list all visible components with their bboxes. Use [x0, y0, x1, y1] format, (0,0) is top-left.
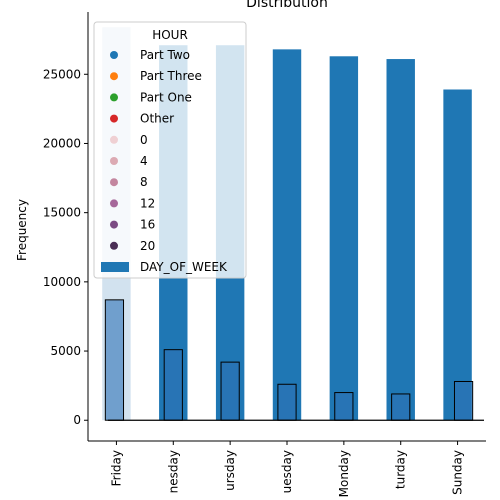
overlay-bar-thursday [220, 361, 240, 421]
legend-marker-dot [110, 135, 118, 144]
legend-label: Part One [140, 90, 192, 104]
legend-label: Part Three [140, 69, 202, 83]
x-tick-label-tuesday: uesday [280, 450, 294, 493]
x-tick-label-thursday: ursday [223, 450, 237, 491]
overlay-bar-monday [334, 392, 354, 421]
y-tick-label: 15000 [43, 206, 81, 220]
overlay-bar-saturday [391, 393, 411, 421]
legend-frame [93, 21, 247, 279]
y-tick-label: 20000 [43, 136, 81, 150]
legend-marker-dot [110, 157, 118, 165]
legend-marker-dot [110, 241, 118, 250]
y-tick-label: 5000 [50, 344, 81, 358]
x-axis-ticks: Friday nesday ursday uesday Monday turday Sund… [109, 441, 465, 497]
overlay-bar-wednesday [163, 349, 183, 421]
legend-label: 8 [140, 175, 148, 189]
legend-label: 0 [140, 133, 148, 147]
legend-label: DAY_OF_WEEK [140, 260, 228, 274]
x-tick-label-monday: Monday [337, 450, 351, 497]
y-tick-label: 25000 [43, 67, 81, 81]
y-tick-label: 0 [73, 413, 81, 427]
y-tick-label: 10000 [43, 275, 81, 289]
legend-label: 4 [140, 154, 148, 168]
chart-title: Distribution [246, 0, 328, 11]
bar-saturday [386, 59, 415, 421]
bar-monday [329, 56, 359, 421]
legend-label: Part Two [140, 48, 190, 62]
overlay-bar-friday [104, 299, 125, 421]
y-axis-ticks: 0 5000 10000 15000 20000 25000 [43, 67, 88, 427]
legend-marker-dot [110, 93, 118, 102]
legend-marker-dot [110, 199, 118, 208]
legend-marker-dot [110, 220, 118, 229]
legend-marker-dot [110, 72, 118, 81]
legend-marker-dot [110, 114, 118, 123]
overlay-bar-tuesday [277, 383, 297, 421]
bar-tuesday [272, 49, 302, 421]
legend-title: HOUR [152, 28, 188, 42]
legend-marker-dot [110, 51, 118, 59]
y-axis-title: Frequency [15, 199, 29, 261]
legend-label: 16 [140, 218, 155, 232]
x-tick-label-sunday: Sunday [451, 450, 465, 495]
legend: HOUR Part Two Part Three Part One Other 0 4 8 12… [93, 21, 247, 279]
bar-sunday [443, 89, 472, 421]
legend-label: 12 [140, 196, 155, 210]
overlay-bar-sunday [453, 380, 474, 421]
legend-label: Other [140, 112, 174, 126]
x-tick-label-saturday: turday [394, 450, 408, 489]
x-tick-label-wednesday: nesday [166, 450, 180, 493]
legend-label: 20 [140, 239, 155, 253]
legend-marker-bar [101, 262, 129, 272]
legend-marker-dot [110, 178, 118, 187]
x-tick-label-friday: Friday [109, 450, 123, 486]
